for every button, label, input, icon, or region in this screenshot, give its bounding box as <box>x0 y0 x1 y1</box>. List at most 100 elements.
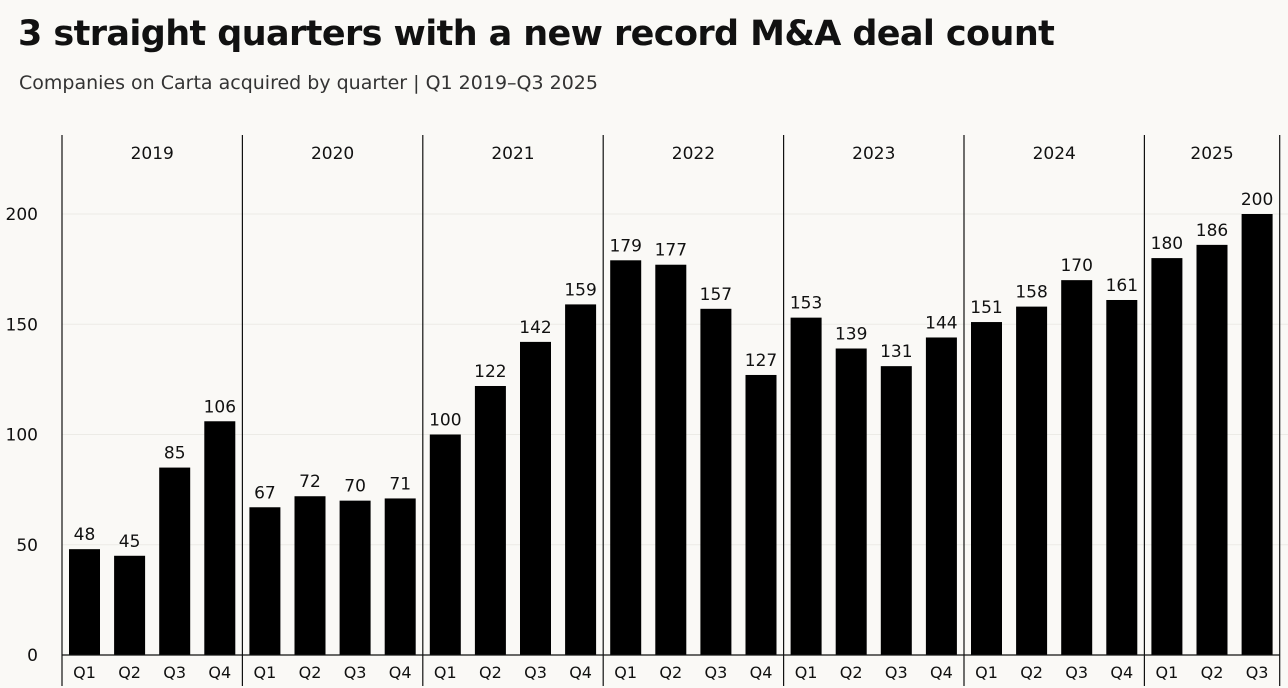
x-tick-label: Q2 <box>299 663 322 682</box>
x-tick-label: Q3 <box>1065 663 1088 682</box>
bar <box>1241 214 1273 655</box>
data-label: 106 <box>204 397 236 417</box>
x-tick-label: Q2 <box>1201 663 1224 682</box>
bar <box>1016 306 1048 655</box>
x-tick-label: Q3 <box>705 663 728 682</box>
data-label: 180 <box>1151 234 1183 254</box>
chart-subtitle: Companies on Carta acquired by quarter |… <box>19 72 598 94</box>
x-tick-label: Q4 <box>1110 663 1133 682</box>
x-tick-label: Q2 <box>118 663 141 682</box>
year-label: 2019 <box>131 144 174 164</box>
bar <box>790 317 822 655</box>
data-label: 100 <box>429 411 461 431</box>
x-tick-label: Q1 <box>614 663 637 682</box>
year-labels: 2019 2020 2021 2022 2023 2024 2025 <box>131 144 1234 164</box>
x-tick-label: Q1 <box>975 663 998 682</box>
data-label: 72 <box>299 472 321 492</box>
bar <box>114 555 146 655</box>
x-tick-label: Q1 <box>1156 663 1179 682</box>
bar <box>1196 244 1228 655</box>
data-label: 71 <box>389 474 411 494</box>
data-label: 127 <box>745 351 777 371</box>
bar <box>1151 258 1183 655</box>
data-label: 144 <box>925 313 957 333</box>
y-tick-label: 150 <box>6 315 38 335</box>
year-label: 2024 <box>1033 144 1076 164</box>
bar <box>565 304 597 655</box>
x-tick-label: Q4 <box>750 663 773 682</box>
data-label: 186 <box>1196 221 1228 241</box>
data-label: 131 <box>880 342 912 362</box>
bar <box>880 366 912 655</box>
data-label: 153 <box>790 294 822 314</box>
data-label: 177 <box>655 241 687 261</box>
x-tick-label: Q4 <box>208 663 231 682</box>
bar <box>294 496 326 655</box>
year-label: 2022 <box>672 144 715 164</box>
x-tick-label: Q1 <box>795 663 818 682</box>
x-tick-label: Q4 <box>389 663 412 682</box>
data-label: 157 <box>700 285 732 305</box>
x-tick-label: Q1 <box>73 663 96 682</box>
bar <box>925 337 957 655</box>
x-axis-ticks: Q1 Q2 Q3 Q4 Q1 Q2 Q3 Q4 Q1 Q2 Q3 Q4 Q1 Q2 Q3 Q4 Q1 Q2 Q3 Q4… <box>73 663 1268 682</box>
x-tick-label: Q2 <box>840 663 863 682</box>
y-tick-label: 100 <box>6 426 38 446</box>
bar <box>610 260 642 655</box>
bar <box>1106 299 1138 655</box>
year-label: 2021 <box>491 144 534 164</box>
data-label: 122 <box>474 362 506 382</box>
x-tick-label: Q2 <box>479 663 502 682</box>
data-label: 151 <box>970 298 1002 318</box>
x-tick-label: Q3 <box>524 663 547 682</box>
data-label: 139 <box>835 325 867 345</box>
bar <box>204 421 236 655</box>
chart-title: 3 straight quarters with a new record M&… <box>18 14 1055 54</box>
bars <box>69 214 1273 655</box>
data-label: 179 <box>609 236 641 256</box>
bar <box>971 322 1002 655</box>
data-label: 48 <box>74 525 96 545</box>
data-label: 142 <box>519 318 551 338</box>
data-label: 45 <box>119 532 141 552</box>
x-tick-label: Q2 <box>659 663 682 682</box>
y-tick-label: 0 <box>27 646 38 666</box>
year-label: 2020 <box>311 144 354 164</box>
bar <box>429 434 461 655</box>
bar <box>474 385 506 655</box>
data-label: 200 <box>1241 190 1273 210</box>
data-label: 158 <box>1015 283 1047 303</box>
bar <box>339 500 371 655</box>
data-labels: 48 45 85 106 67 72 70 71 100 122 142 159 179 177 157 12… <box>74 190 1274 552</box>
x-tick-label: Q3 <box>1246 663 1269 682</box>
x-tick-label: Q4 <box>930 663 953 682</box>
x-tick-label: Q2 <box>1020 663 1043 682</box>
y-axis-ticks: 0 50 100 150 200 <box>6 205 38 666</box>
x-tick-label: Q4 <box>569 663 592 682</box>
bar <box>1061 280 1093 655</box>
data-label: 67 <box>254 483 276 503</box>
year-label: 2025 <box>1190 144 1233 164</box>
data-label: 159 <box>564 280 596 300</box>
x-tick-label: Q1 <box>434 663 457 682</box>
bar <box>520 341 551 655</box>
bar <box>69 549 100 655</box>
y-tick-label: 200 <box>6 205 38 225</box>
x-tick-label: Q1 <box>254 663 277 682</box>
data-label: 170 <box>1060 256 1092 276</box>
bar <box>655 264 687 655</box>
data-label: 70 <box>344 477 366 497</box>
y-tick-label: 50 <box>16 536 38 556</box>
year-label: 2023 <box>852 144 895 164</box>
x-tick-label: Q3 <box>885 663 908 682</box>
data-label: 85 <box>164 444 186 464</box>
bar <box>384 498 416 655</box>
x-tick-label: Q3 <box>163 663 186 682</box>
x-tick-label: Q3 <box>344 663 367 682</box>
data-label: 161 <box>1106 276 1138 296</box>
bar <box>700 308 732 655</box>
bar <box>249 507 281 655</box>
bar <box>835 348 867 655</box>
bar <box>745 374 777 655</box>
